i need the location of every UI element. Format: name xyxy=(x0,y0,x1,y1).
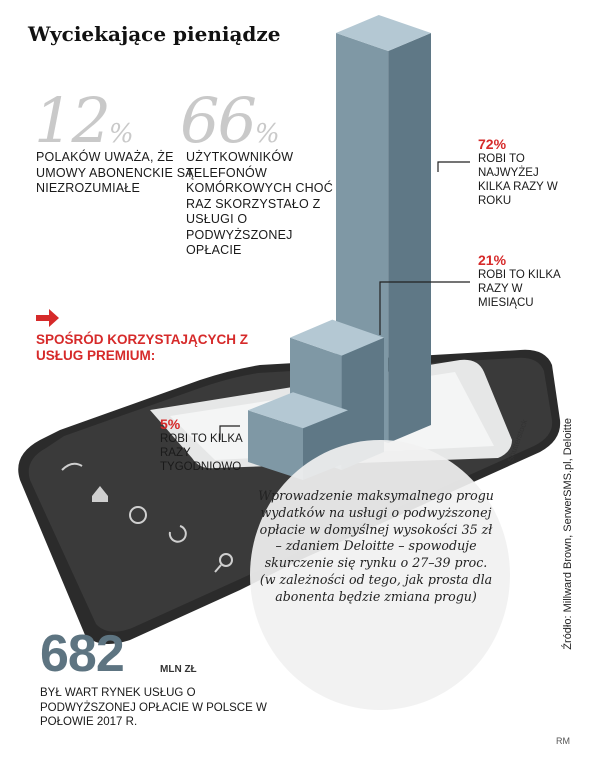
bar-category-label: ROBI TO KILKA RAZY W MIESIĄCU xyxy=(478,269,561,309)
pointer-lines xyxy=(219,161,470,440)
bar-side-1 xyxy=(341,337,384,470)
bar-top-2 xyxy=(336,15,431,51)
home-icon xyxy=(92,486,108,502)
refresh-icon xyxy=(168,525,187,543)
bar-front-0 xyxy=(248,410,303,480)
bar-label-month: 21% ROBI TO KILKA RAZY W MIESIĄCU xyxy=(478,252,570,310)
bar-category-label: ROBI TO NAJWYŻEJ KILKA RAZY W ROKU xyxy=(478,153,558,207)
bar-top-0 xyxy=(248,392,348,429)
back-icon xyxy=(129,506,147,524)
bar-label-week: 5% ROBI TO KILKA RAZY TYGODNIOWO xyxy=(160,416,252,474)
bar-value-label: 5% xyxy=(160,416,181,432)
stat-66-description: UŻYTKOWNIKÓW TELEFONÓW KOMÓRKOWYCH CHOĆ … xyxy=(186,150,333,257)
author-initials: RM xyxy=(556,736,570,746)
bars xyxy=(248,15,431,480)
stat-12-description: POLAKÓW UWAŻA, ŻE UMOWY ABONENCKIE SĄ NI… xyxy=(36,150,194,195)
source-note: Źródło: Millward Brown, SerwerSMS.pl, De… xyxy=(562,418,574,650)
stat-12-percent: 12% xyxy=(34,84,134,157)
quote-text: Wprowadzenie maksymalnego progu wydatków… xyxy=(258,488,494,604)
bar-label-year: 72% ROBI TO NAJWYŻEJ KILKA RAZY W ROKU xyxy=(478,136,570,208)
bar-top-1 xyxy=(290,319,384,356)
market-value: 682 xyxy=(40,625,125,683)
page-title: Wyciekające pieniądze xyxy=(28,22,281,46)
search-icon xyxy=(219,553,233,567)
stat-66-percent: 66% xyxy=(180,84,280,157)
quote-bubble xyxy=(250,440,510,710)
market-description: BYŁ WART RYNEK USŁUG O PODWYŻSZONEJ OPŁA… xyxy=(40,687,267,728)
market-unit: MLN ZŁ xyxy=(160,664,197,675)
bar-category-label: ROBI TO KILKA RAZY TYGODNIOWO xyxy=(160,433,243,473)
call-icon xyxy=(61,462,83,471)
bar-value-label: 72% xyxy=(478,136,507,152)
arrow-right-icon xyxy=(36,309,59,327)
bar-side-2 xyxy=(388,33,431,443)
bar-value-label: 21% xyxy=(478,252,507,268)
premium-label: SPOŚRÓD KORZYSTAJĄCYCH Z USŁUG PREMIUM: xyxy=(36,332,249,363)
